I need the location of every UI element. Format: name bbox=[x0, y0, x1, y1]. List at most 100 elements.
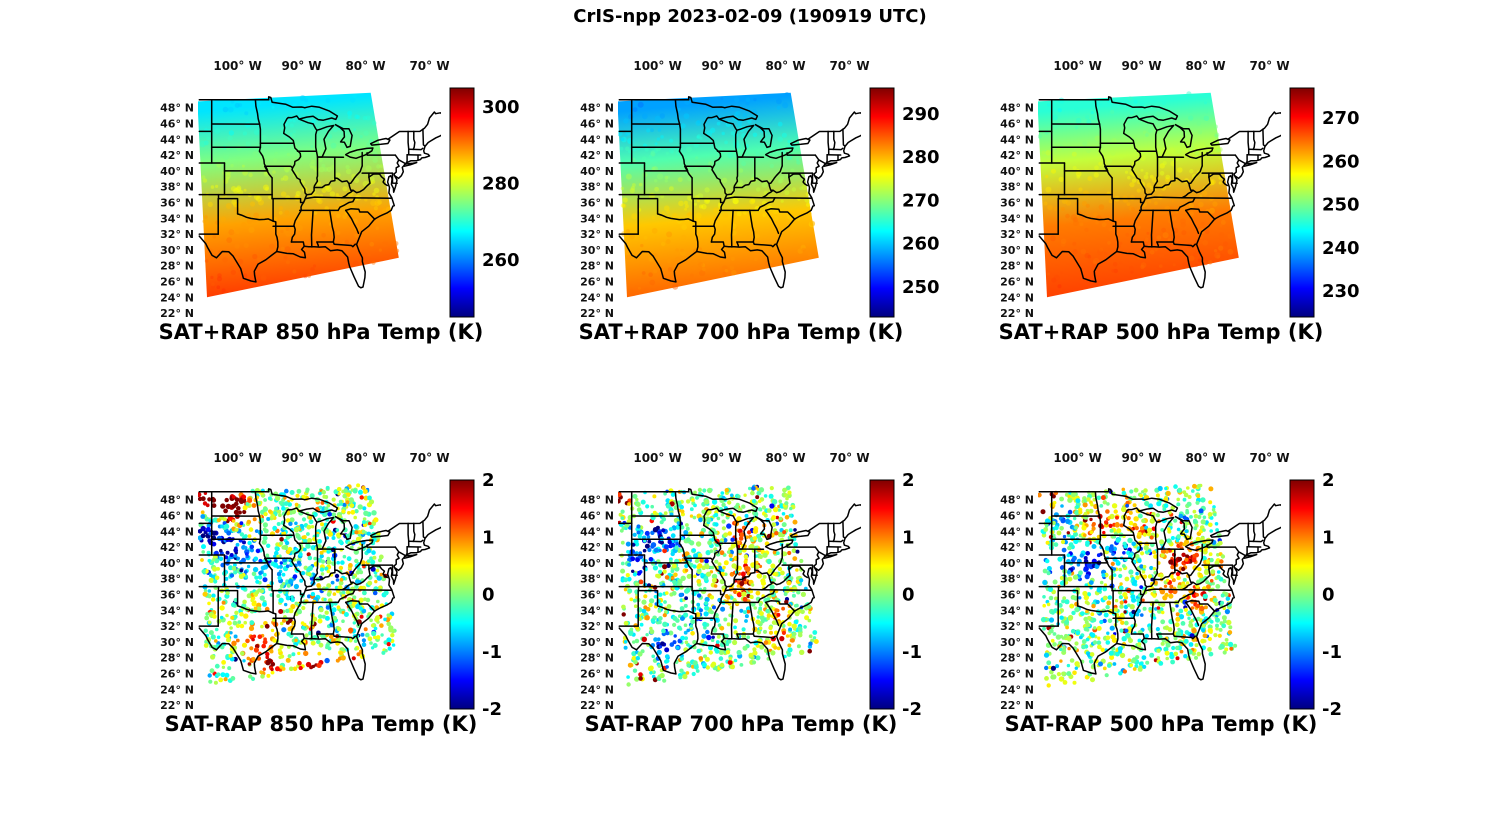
lat-tick-label: 46° N bbox=[580, 510, 614, 523]
lon-tick-label: 90° W bbox=[282, 451, 322, 465]
lat-tick-label: 42° N bbox=[580, 541, 614, 554]
lat-tick-label: 46° N bbox=[1000, 510, 1034, 523]
colorbar-tick-label: 250 bbox=[1322, 195, 1360, 216]
lat-tick-label: 38° N bbox=[160, 573, 194, 586]
panel-title-sat-plus-rap-500: SAT+RAP 500 hPa Temp (K) bbox=[998, 320, 1324, 344]
plot-svg-5: 100° W 90° W 80° W 70° W 48° N 46° N 44° N 42° … bbox=[1000, 451, 1342, 720]
colorbar-tick-label: -1 bbox=[1322, 642, 1342, 663]
lon-tick-label: 80° W bbox=[1185, 451, 1225, 465]
lon-tick-label: 90° W bbox=[1122, 59, 1162, 73]
colorbar-tick-label: 230 bbox=[1322, 281, 1360, 302]
lat-tick-label: 44° N bbox=[580, 133, 614, 146]
colorbar-tick-label: 0 bbox=[1322, 585, 1335, 606]
colorbar-tick-label: 260 bbox=[1322, 152, 1360, 173]
colorbar-tick-label: 270 bbox=[902, 190, 940, 211]
plot-area-sat-minus-rap-500: 100° W 90° W 80° W 70° W 48° N 46° N 44° N 42° … bbox=[972, 436, 1372, 724]
lat-tick-label: 36° N bbox=[1000, 589, 1034, 602]
colorbar-tick-label: 2 bbox=[1322, 470, 1335, 491]
lon-tick-label: 100° W bbox=[1053, 59, 1101, 73]
lat-tick-label: 34° N bbox=[1000, 604, 1034, 617]
lat-tick-label: 42° N bbox=[1000, 149, 1034, 162]
state-boundaries bbox=[618, 96, 861, 289]
lat-tick-label: 28° N bbox=[160, 260, 194, 273]
lat-tick-label: 22° N bbox=[160, 699, 194, 712]
colorbar-tick-label: -1 bbox=[482, 642, 502, 663]
axis-tick-labels: 100° W 90° W 80° W 70° W 48° N 46° N 44° N 42° … bbox=[1000, 59, 1289, 320]
colorbar-tick-label: -2 bbox=[482, 699, 502, 720]
lon-tick-label: 70° W bbox=[829, 451, 869, 465]
lat-tick-label: 36° N bbox=[580, 197, 614, 210]
plot-area-sat-minus-rap-850: 100° W 90° W 80° W 70° W 48° N 46° N 44° N 42° … bbox=[132, 436, 532, 724]
colorbar: -2 -1 0 1 2 bbox=[449, 470, 502, 720]
lat-tick-label: 40° N bbox=[1000, 165, 1034, 178]
colorbar-tick-label: 280 bbox=[902, 147, 940, 168]
colorbar: -2 -1 0 1 2 bbox=[869, 470, 922, 720]
plot-svg-2: 100° W 90° W 80° W 70° W 48° N 46° N 44° N 42° … bbox=[1000, 59, 1360, 320]
lat-tick-label: 32° N bbox=[580, 228, 614, 241]
plot-svg-0: 100° W 90° W 80° W 70° W 48° N 46° N 44° N 42° … bbox=[160, 59, 520, 320]
lat-tick-label: 30° N bbox=[580, 244, 614, 257]
lat-tick-label: 38° N bbox=[1000, 573, 1034, 586]
lon-tick-label: 80° W bbox=[1185, 59, 1225, 73]
lat-tick-label: 34° N bbox=[160, 212, 194, 225]
lat-tick-label: 30° N bbox=[580, 636, 614, 649]
lon-tick-label: 80° W bbox=[765, 451, 805, 465]
lat-tick-label: 22° N bbox=[580, 699, 614, 712]
lat-tick-label: 32° N bbox=[580, 620, 614, 633]
lat-tick-label: 28° N bbox=[580, 652, 614, 665]
colorbar-tick-label: 2 bbox=[482, 470, 495, 491]
colorbar-tick-label: -2 bbox=[1322, 699, 1342, 720]
lat-tick-label: 38° N bbox=[160, 181, 194, 194]
lat-tick-label: 30° N bbox=[1000, 244, 1034, 257]
lat-tick-label: 42° N bbox=[160, 149, 194, 162]
colorbar-tick-label: 260 bbox=[482, 250, 520, 271]
colorbar-gradient bbox=[869, 479, 895, 710]
lat-tick-label: 28° N bbox=[160, 652, 194, 665]
colorbar-tick-label: 240 bbox=[1322, 238, 1360, 259]
plot-svg-4: 100° W 90° W 80° W 70° W 48° N 46° N 44° N 42° … bbox=[580, 451, 922, 720]
lat-tick-label: 40° N bbox=[160, 165, 194, 178]
lat-tick-label: 32° N bbox=[1000, 620, 1034, 633]
axis-tick-labels: 100° W 90° W 80° W 70° W 48° N 46° N 44° N 42° … bbox=[160, 59, 449, 320]
panel-title-sat-plus-rap-850: SAT+RAP 850 hPa Temp (K) bbox=[158, 320, 484, 344]
panel-sat-minus-rap-850-hpa: 100° W 90° W 80° W 70° W 48° N 46° N 44° N 42° … bbox=[132, 436, 532, 752]
lat-tick-label: 38° N bbox=[580, 181, 614, 194]
colorbar-tick-label: 290 bbox=[902, 104, 940, 125]
axis-tick-labels: 100° W 90° W 80° W 70° W 48° N 46° N 44° N 42° … bbox=[1000, 451, 1289, 712]
plot-area-sat-plus-rap-500: 100° W 90° W 80° W 70° W 48° N 46° N 44° N 42° … bbox=[972, 44, 1372, 332]
lat-tick-label: 40° N bbox=[160, 557, 194, 570]
colorbar-tick-label: 300 bbox=[482, 97, 520, 118]
lon-tick-label: 70° W bbox=[409, 451, 449, 465]
colorbar-tick-label: 0 bbox=[902, 585, 915, 606]
lat-tick-label: 28° N bbox=[580, 260, 614, 273]
lat-tick-label: 34° N bbox=[1000, 212, 1034, 225]
plot-area-sat-plus-rap-850: 100° W 90° W 80° W 70° W 48° N 46° N 44° N 42° … bbox=[132, 44, 532, 332]
lat-tick-label: 32° N bbox=[160, 228, 194, 241]
lat-tick-label: 46° N bbox=[1000, 118, 1034, 131]
lat-tick-label: 26° N bbox=[160, 668, 194, 681]
axis-tick-labels: 100° W 90° W 80° W 70° W 48° N 46° N 44° N 42° … bbox=[580, 59, 869, 320]
colorbar-tick-label: 1 bbox=[1322, 527, 1335, 548]
colorbar-gradient bbox=[1289, 479, 1315, 710]
lon-tick-label: 70° W bbox=[409, 59, 449, 73]
lat-tick-label: 24° N bbox=[580, 683, 614, 696]
colorbar-tick-label: 250 bbox=[902, 277, 940, 298]
lat-tick-label: 44° N bbox=[160, 525, 194, 538]
lat-tick-label: 24° N bbox=[580, 291, 614, 304]
colorbar-gradient bbox=[869, 87, 895, 318]
lat-tick-label: 28° N bbox=[1000, 260, 1034, 273]
panel-title-sat-minus-rap-500: SAT-RAP 500 hPa Temp (K) bbox=[1004, 712, 1318, 736]
lat-tick-label: 48° N bbox=[580, 494, 614, 507]
lat-tick-label: 36° N bbox=[160, 197, 194, 210]
lat-tick-label: 22° N bbox=[160, 307, 194, 320]
state-boundaries bbox=[1038, 488, 1281, 681]
lat-tick-label: 26° N bbox=[580, 668, 614, 681]
lat-tick-label: 40° N bbox=[580, 557, 614, 570]
lon-tick-label: 70° W bbox=[1249, 451, 1289, 465]
difference-field bbox=[1038, 483, 1238, 688]
lat-tick-label: 22° N bbox=[1000, 307, 1034, 320]
lat-tick-label: 26° N bbox=[160, 276, 194, 289]
lat-tick-label: 28° N bbox=[1000, 652, 1034, 665]
lon-tick-label: 90° W bbox=[282, 59, 322, 73]
axis-tick-labels: 100° W 90° W 80° W 70° W 48° N 46° N 44° N 42° … bbox=[160, 451, 449, 712]
